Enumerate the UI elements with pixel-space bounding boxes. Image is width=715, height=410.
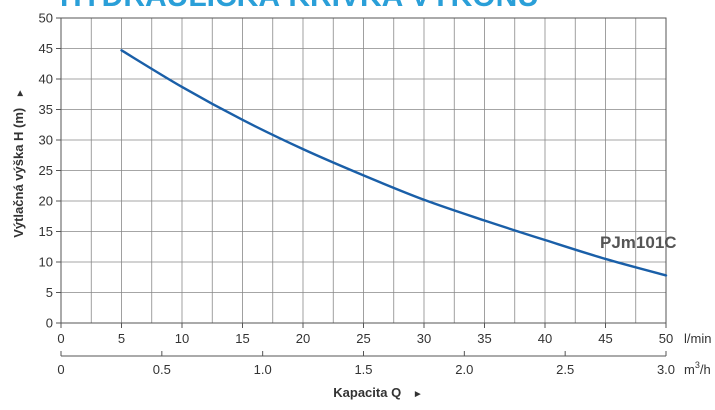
x-tick-label-secondary: 1.5 [354,362,372,377]
x-axis-arrow: ► [413,389,423,400]
x-axis-primary-unit: l/min [684,331,711,346]
unit-base: m [684,362,695,377]
x-axis-secondary-ticks: 0 0.5 1.0 1.5 2.0 2.5 3.0 [57,351,675,377]
x-tick-label-secondary: 3.0 [657,362,675,377]
x-tick-label-primary: 35 [477,331,491,346]
x-tick-label-secondary: 0 [57,362,64,377]
y-tick-label: 35 [39,102,53,117]
x-tick-label-primary: 30 [417,331,431,346]
x-tick-label-primary: 45 [598,331,612,346]
y-axis-title-text: Výtlačná výška H (m) [11,108,26,238]
grid [61,18,666,323]
x-tick-label-primary: 0 [57,331,64,346]
y-axis-arrow: ► [15,88,26,98]
x-tick-label-primary: 25 [356,331,370,346]
x-tick-label-primary: 20 [296,331,310,346]
unit-superscript: 3 [695,360,700,370]
y-tick-label: 15 [39,224,53,239]
x-tick-label-primary: 50 [659,331,673,346]
y-tick-label: 50 [39,11,53,26]
x-tick-label-secondary: 2.0 [455,362,473,377]
y-tick-label: 45 [39,41,53,56]
x-tick-label-primary: 10 [175,331,189,346]
y-axis-ticks: 0 5 10 15 20 25 30 35 40 45 50 [39,11,61,331]
x-tick-label-secondary: 2.5 [556,362,574,377]
x-axis-secondary-unit: m3/h [684,360,711,377]
y-tick-label: 40 [39,72,53,87]
x-tick-label-secondary: 1.0 [254,362,272,377]
y-tick-label: 25 [39,163,53,178]
y-axis-title: Výtlačná výška H (m) ► [11,88,26,238]
x-tick-label-primary: 40 [538,331,552,346]
x-axis-title: Kapacita Q ► [333,385,422,400]
chart-header-title: HYDRAULICKÁ KRIVKA VÝKONU [60,0,539,13]
y-tick-label: 10 [39,255,53,270]
x-axis-primary-ticks: 0 5 10 15 20 25 30 35 40 45 50 [57,323,673,346]
series-label-pjm101c: PJm101C [600,233,677,252]
unit-tail: /h [700,362,711,377]
x-tick-label-secondary: 0.5 [153,362,171,377]
y-tick-label: 0 [46,316,53,331]
series-line-pjm101c [120,49,668,277]
x-tick-label-primary: 5 [118,331,125,346]
x-axis-title-text: Kapacita Q [333,385,401,400]
y-tick-label: 20 [39,194,53,209]
y-tick-label: 30 [39,133,53,148]
y-tick-label: 5 [46,285,53,300]
x-tick-label-primary: 15 [235,331,249,346]
y-axis-title-group: Výtlačná výška H (m) ► [11,88,26,238]
